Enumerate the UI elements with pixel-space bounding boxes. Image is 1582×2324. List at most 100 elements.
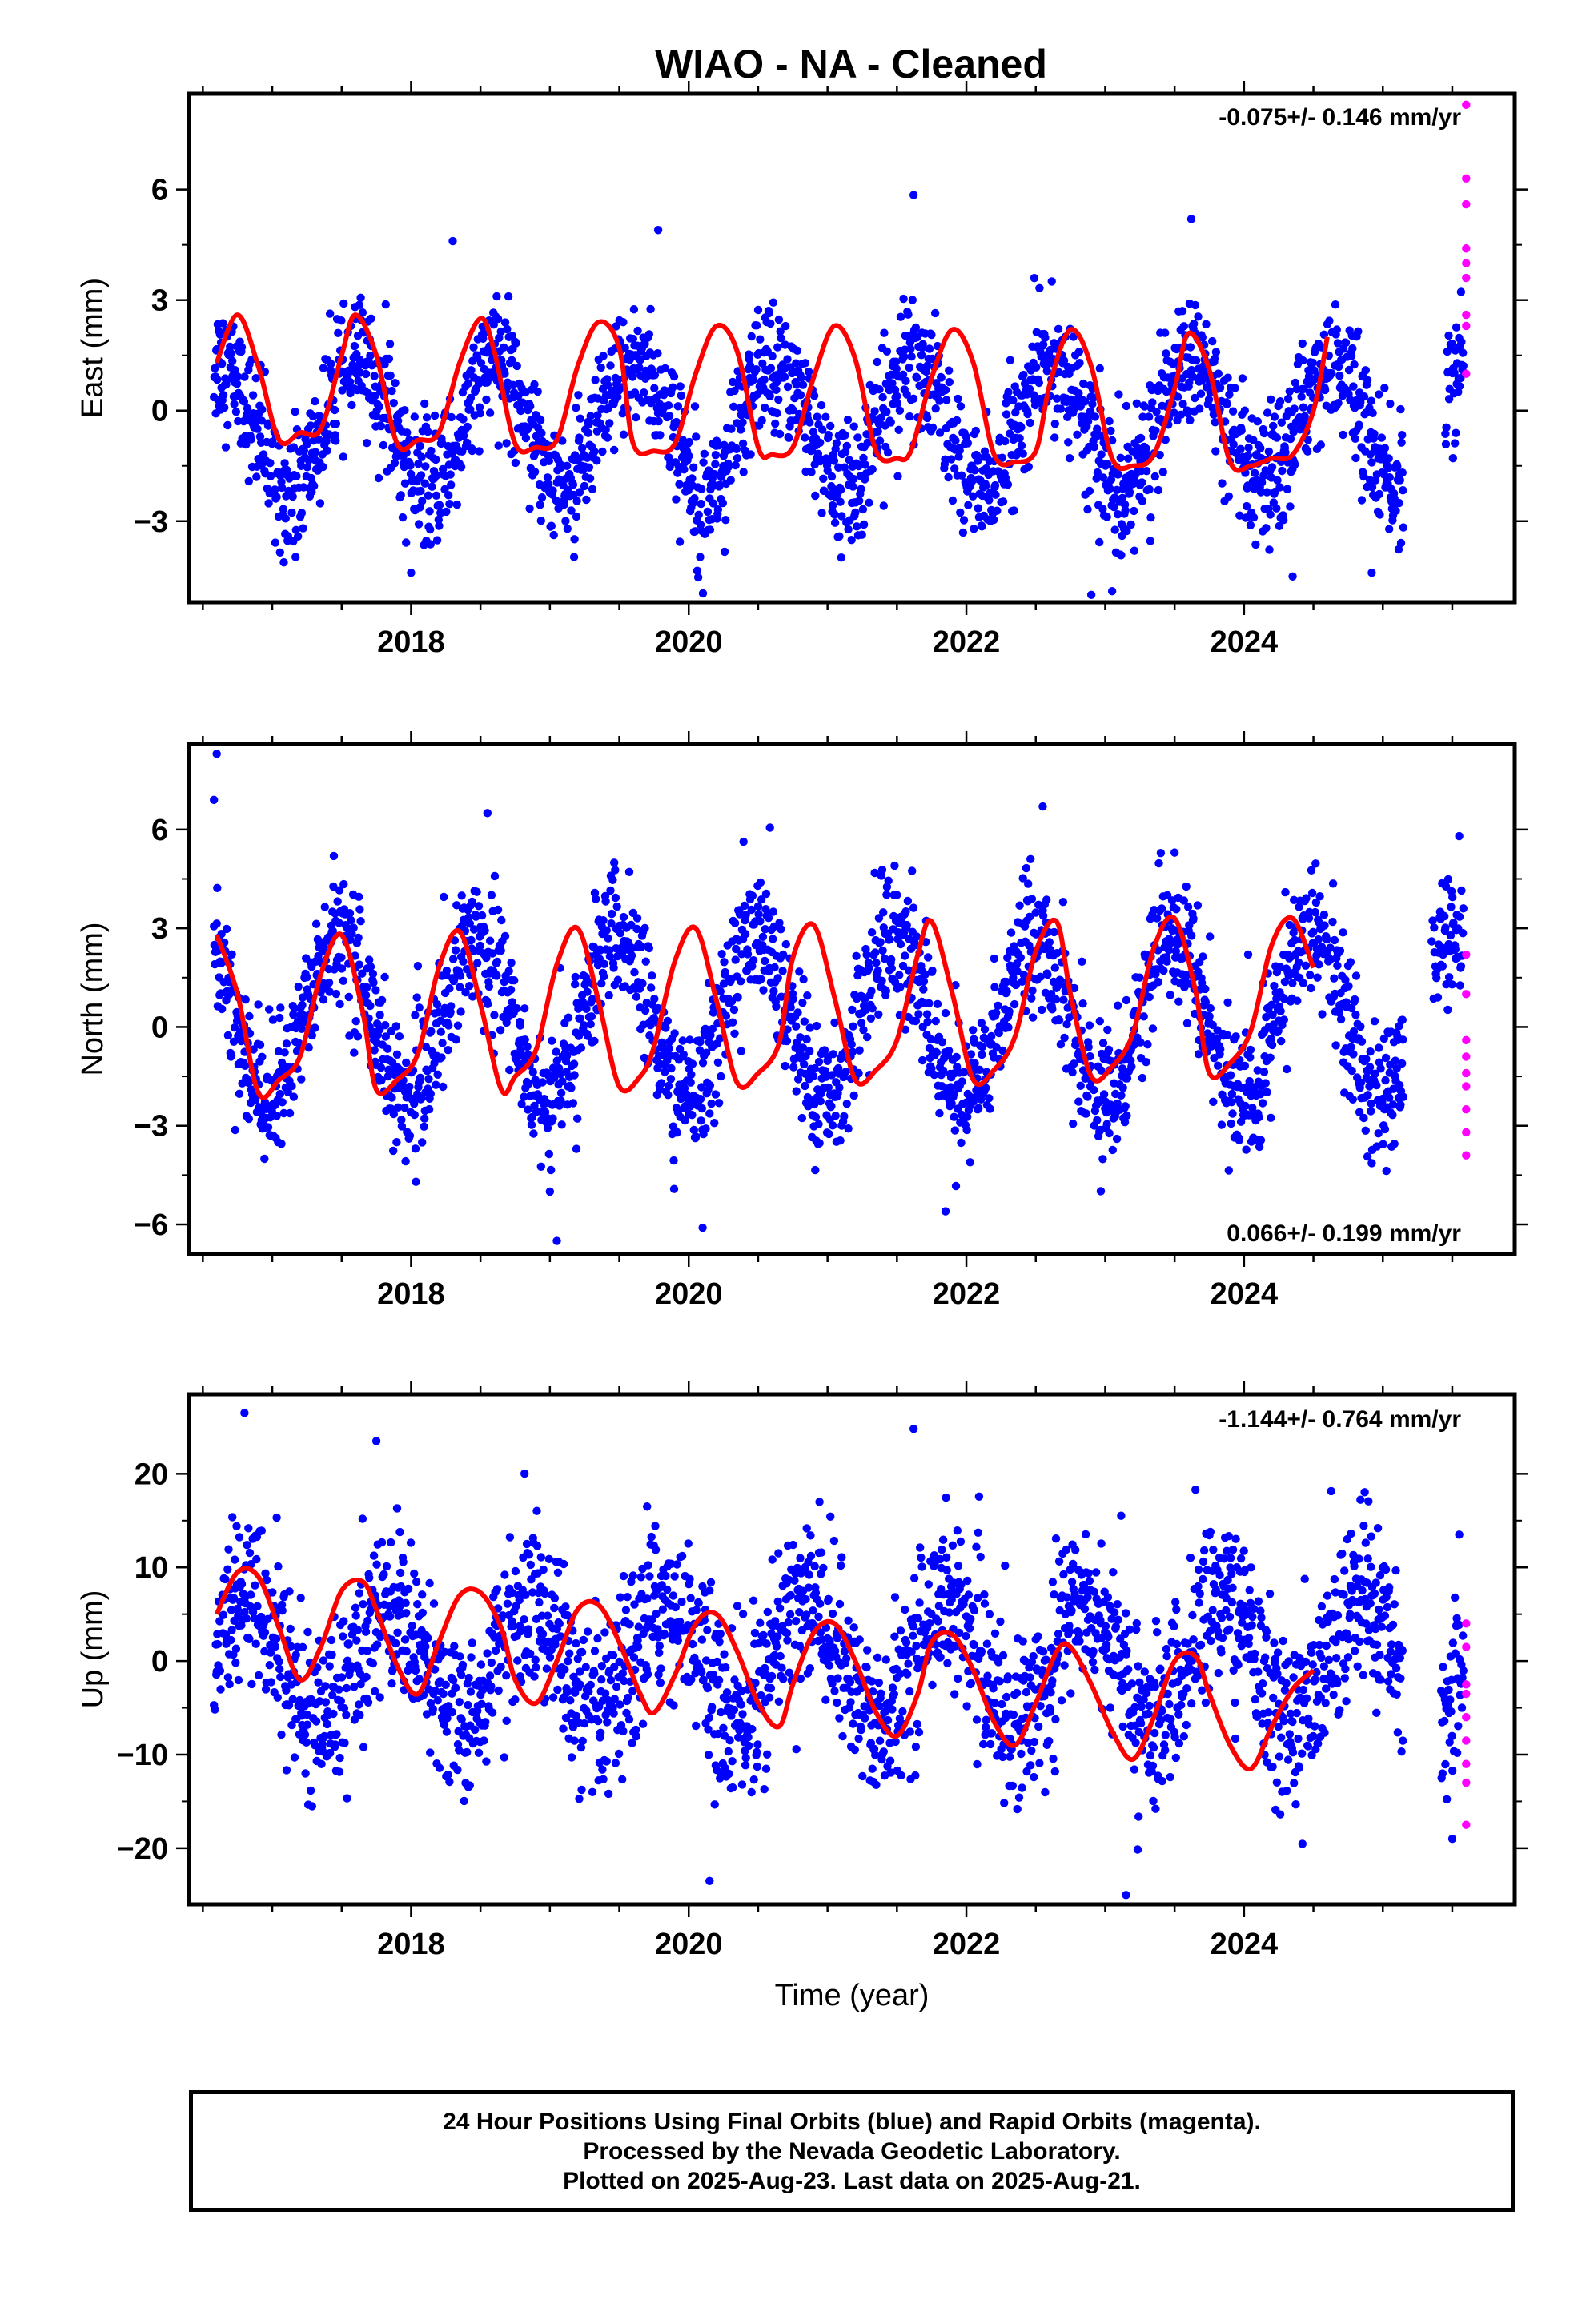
- final-orbit-point: [1363, 1152, 1372, 1161]
- final-orbit-point: [232, 1522, 241, 1531]
- final-orbit-point: [1004, 388, 1013, 396]
- final-orbit-point: [1001, 473, 1010, 482]
- final-orbit-point: [386, 371, 395, 380]
- final-orbit-point: [297, 1024, 307, 1034]
- final-orbit-point: [1186, 416, 1195, 424]
- final-orbit-point: [402, 1058, 411, 1068]
- final-orbit-point: [845, 456, 854, 464]
- final-orbit-point: [1098, 505, 1107, 513]
- final-orbit-point: [1164, 946, 1174, 955]
- final-orbit-point: [444, 491, 453, 500]
- final-orbit-point: [229, 1594, 239, 1602]
- final-orbit-point: [849, 1091, 858, 1100]
- final-orbit-point: [354, 933, 363, 943]
- final-orbit-point: [1036, 972, 1045, 982]
- final-orbit-point: [1025, 384, 1034, 393]
- final-orbit-point: [465, 919, 474, 928]
- final-orbit-point: [215, 1667, 225, 1675]
- final-orbit-point: [1251, 540, 1260, 549]
- y-tick-label: 6: [151, 174, 168, 207]
- final-orbit-point: [800, 1017, 809, 1026]
- final-orbit-point: [544, 456, 553, 465]
- final-orbit-point: [568, 480, 578, 489]
- final-orbit-point: [396, 491, 405, 500]
- final-orbit-point: [319, 995, 328, 1004]
- east-x-axis: 2018 2020 2022 2024: [202, 81, 1454, 659]
- final-orbit-point: [635, 363, 644, 372]
- final-orbit-point: [648, 971, 656, 980]
- final-orbit-point: [584, 463, 594, 472]
- final-orbit-point: [563, 1051, 572, 1060]
- final-orbit-point: [1154, 978, 1163, 987]
- final-orbit-point: [251, 374, 260, 383]
- final-orbit-point: [1267, 1034, 1276, 1043]
- final-orbit-point: [342, 1683, 351, 1693]
- final-orbit-point: [1441, 440, 1451, 448]
- final-orbit-point: [380, 972, 389, 982]
- final-orbit-point: [1314, 935, 1323, 944]
- final-orbit-point: [308, 412, 318, 421]
- final-orbit-point: [1003, 953, 1012, 963]
- y-tick-label: 6: [151, 814, 168, 847]
- final-orbit-point: [1015, 901, 1024, 910]
- final-orbit-point: [792, 359, 801, 368]
- final-orbit-point: [456, 983, 464, 991]
- final-orbit-point: [775, 429, 785, 439]
- final-orbit-point: [410, 1100, 419, 1108]
- final-orbit-point: [1276, 1007, 1285, 1016]
- final-orbit-point: [1359, 1113, 1368, 1123]
- final-orbit-point: [331, 436, 340, 445]
- final-orbit-point: [1063, 412, 1072, 421]
- final-orbit-point: [328, 927, 337, 935]
- final-orbit-point: [299, 446, 308, 455]
- final-orbit-point: [430, 411, 440, 420]
- final-orbit-point: [647, 983, 656, 992]
- final-orbit-point: [1390, 1140, 1399, 1148]
- final-orbit-point: [885, 935, 894, 944]
- final-orbit-point: [335, 1767, 344, 1776]
- final-orbit-point: [1459, 348, 1468, 357]
- final-orbit-point: [503, 324, 512, 334]
- final-orbit-point: [291, 407, 299, 416]
- final-orbit-point: [563, 461, 572, 470]
- final-orbit-point: [1354, 327, 1363, 336]
- final-orbit-point: [1122, 401, 1131, 411]
- final-orbit-point: [1277, 418, 1287, 427]
- final-orbit-point: [935, 1108, 944, 1118]
- final-orbit-point: [1145, 992, 1154, 1002]
- final-orbit-point: [1355, 420, 1363, 429]
- final-orbit-point: [1392, 1064, 1401, 1073]
- final-orbit-point: [518, 398, 527, 407]
- final-orbit-point: [877, 866, 887, 875]
- final-orbit-point: [549, 530, 558, 540]
- final-orbit-point: [474, 379, 484, 388]
- final-orbit-point: [1363, 376, 1372, 384]
- final-orbit-point: [401, 1156, 410, 1166]
- final-orbit-point: [773, 343, 782, 352]
- final-orbit-point: [1126, 520, 1135, 529]
- final-orbit-point: [447, 412, 456, 422]
- rapid-orbit-point: [1462, 990, 1471, 999]
- final-orbit-point: [420, 479, 429, 488]
- final-orbit-point: [426, 1089, 435, 1098]
- final-orbit-point: [216, 1685, 225, 1694]
- final-orbit-point: [669, 1184, 679, 1193]
- final-orbit-point: [516, 1045, 525, 1054]
- final-orbit-point: [873, 967, 882, 975]
- final-orbit-point: [1391, 1056, 1400, 1065]
- final-orbit-point: [781, 1061, 789, 1071]
- final-orbit-point: [1027, 994, 1036, 1003]
- final-orbit-point: [630, 967, 639, 977]
- final-orbit-point: [611, 893, 620, 903]
- final-orbit-point: [556, 1088, 566, 1098]
- final-orbit-point: [975, 1065, 984, 1075]
- final-orbit-point: [636, 356, 644, 364]
- final-orbit-point: [1084, 1043, 1093, 1051]
- final-orbit-point: [815, 1139, 824, 1148]
- final-orbit-point: [1375, 1043, 1383, 1052]
- final-orbit-point: [1114, 510, 1122, 519]
- final-orbit-point: [663, 1016, 672, 1026]
- final-orbit-point: [1379, 1034, 1389, 1043]
- final-orbit-point: [1398, 1059, 1407, 1068]
- final-orbit-point: [924, 953, 933, 962]
